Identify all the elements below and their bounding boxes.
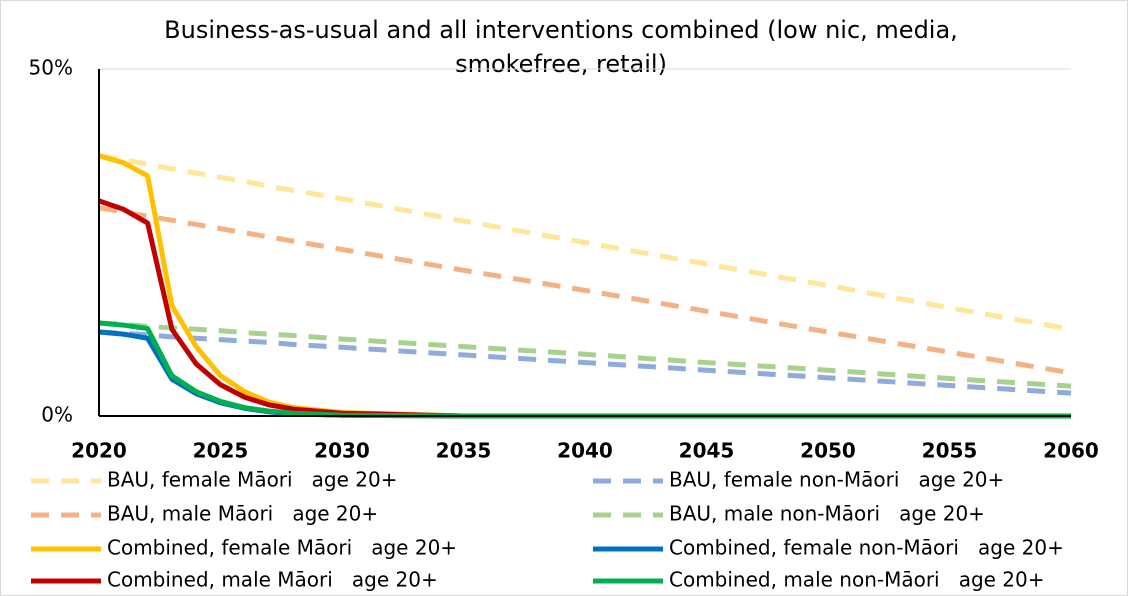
- legend-label: Combined, male Māori age 20+: [107, 568, 438, 592]
- series-line: [98, 320, 1072, 389]
- series-line: [98, 320, 1071, 419]
- series-line: [98, 329, 1071, 419]
- x-tick-label: 2030: [314, 439, 370, 463]
- series-line: [98, 205, 1072, 376]
- x-tick-label: 2020: [71, 439, 127, 463]
- legend-label: Combined, female non-Māori age 20+: [669, 536, 1064, 560]
- x-tick-label: 2035: [436, 439, 492, 463]
- legend-label: Combined, male non-Māori age 20+: [669, 568, 1045, 592]
- legend-label: BAU, female Māori age 20+: [107, 468, 397, 492]
- legend-label: BAU, male Māori age 20+: [107, 502, 378, 526]
- x-tick-label: 2025: [193, 439, 249, 463]
- legend-label: BAU, female non-Māori age 20+: [669, 468, 1004, 492]
- x-tick-label: 2050: [800, 439, 856, 463]
- y-tick-label: 50%: [29, 56, 73, 80]
- x-tick-label: 2045: [679, 439, 735, 463]
- x-tick-label: 2055: [922, 439, 978, 463]
- series-line: [98, 153, 1072, 332]
- x-tick-label: 2040: [557, 439, 613, 463]
- x-tick-label: 2060: [1043, 439, 1099, 463]
- chart-title: Business-as-usual and all interventions …: [164, 16, 958, 78]
- legend-label: Combined, female Māori age 20+: [107, 536, 457, 560]
- legend-label: BAU, male non-Māori age 20+: [669, 502, 985, 526]
- series-line: [98, 329, 1072, 396]
- y-tick-label: 0%: [41, 403, 73, 427]
